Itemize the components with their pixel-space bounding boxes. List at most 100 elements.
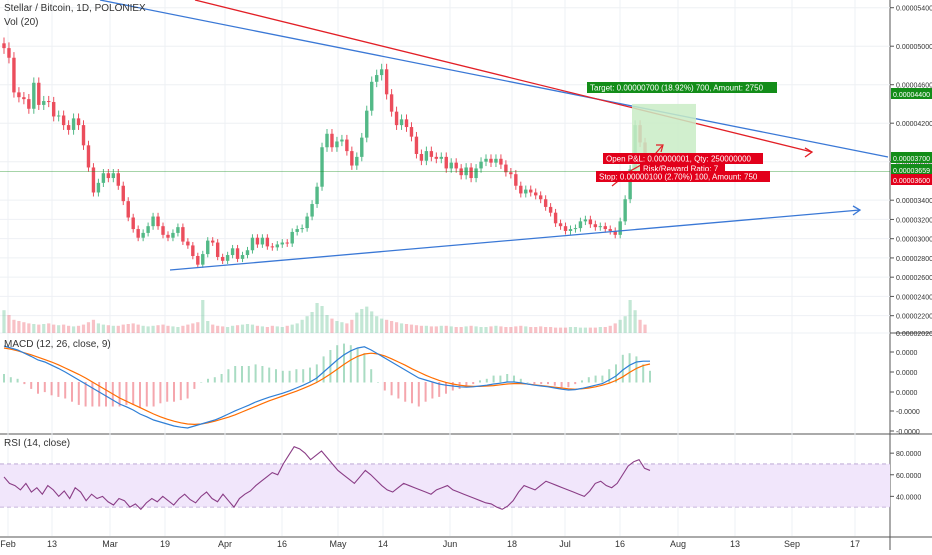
volume-legend: Vol (20) bbox=[4, 17, 38, 28]
volume-bar bbox=[563, 327, 568, 333]
volume-bar bbox=[638, 319, 642, 333]
macd-histogram-bar bbox=[445, 382, 447, 394]
price-tick-label: 0.00002020 bbox=[896, 331, 932, 338]
candle-body bbox=[37, 82, 41, 105]
candle-body bbox=[126, 201, 130, 218]
volume-bar bbox=[593, 327, 597, 333]
candle-body bbox=[7, 48, 11, 58]
macd-histogram-bar bbox=[390, 382, 393, 396]
volume-bar bbox=[32, 324, 36, 333]
macd-histogram-bar bbox=[642, 364, 645, 383]
volume-bar bbox=[499, 326, 503, 333]
volume-bar bbox=[588, 327, 592, 333]
candle-body bbox=[265, 237, 270, 247]
candle-body bbox=[350, 151, 354, 166]
candle-body bbox=[548, 206, 553, 213]
volume-bar bbox=[365, 306, 369, 333]
volume-bar bbox=[534, 327, 538, 333]
candle-body bbox=[81, 125, 86, 146]
candle-body bbox=[305, 216, 309, 229]
macd-histogram-bar bbox=[71, 382, 73, 402]
macd-histogram-bar bbox=[275, 369, 277, 383]
volume-bar bbox=[216, 325, 220, 333]
macd-histogram-bar bbox=[621, 354, 624, 383]
volume-bar bbox=[524, 326, 528, 333]
macd-legend-text: MACD (12, 26, close, 9) bbox=[4, 339, 111, 350]
macd-histogram-bar bbox=[322, 356, 325, 383]
volume-bar bbox=[598, 327, 602, 333]
candle-body bbox=[181, 227, 185, 242]
macd-histogram-bar bbox=[84, 382, 87, 407]
candle-body bbox=[628, 169, 632, 200]
volume-bar bbox=[449, 326, 453, 333]
time-tick-label: Feb bbox=[0, 539, 16, 549]
volume-bar bbox=[280, 327, 284, 333]
candle-body bbox=[136, 229, 140, 238]
macd-histogram-bar bbox=[431, 382, 434, 399]
volume-legend-text: Vol (20) bbox=[4, 17, 39, 28]
volume-bar bbox=[201, 300, 205, 333]
candle-body bbox=[260, 237, 265, 245]
candle-body bbox=[499, 158, 503, 165]
macd-histogram-bar bbox=[247, 366, 250, 383]
macd-histogram-bar bbox=[50, 382, 53, 396]
volume-bar bbox=[285, 325, 289, 333]
volume-bar bbox=[479, 327, 483, 333]
candle-body bbox=[608, 229, 612, 231]
candle-body bbox=[583, 219, 588, 222]
candle-body bbox=[424, 151, 429, 161]
macd-histogram-bar bbox=[254, 364, 257, 383]
volume-bar bbox=[320, 306, 324, 333]
volume-bar bbox=[62, 324, 66, 333]
candle-body bbox=[419, 153, 424, 161]
candle-body bbox=[370, 81, 374, 111]
candle-body bbox=[245, 250, 250, 256]
volume-bar bbox=[226, 327, 230, 333]
volume-bar bbox=[474, 326, 478, 333]
volume-bar bbox=[544, 327, 548, 333]
candle-body bbox=[374, 75, 379, 82]
volume-bar bbox=[141, 325, 145, 333]
candle-body bbox=[191, 245, 195, 257]
rsi-line bbox=[3, 446, 651, 511]
macd-histogram-bar bbox=[152, 382, 155, 407]
macd-histogram-bar bbox=[411, 382, 413, 404]
volume-bar bbox=[459, 327, 463, 333]
price-tag-label: 0.00003659 bbox=[893, 168, 930, 175]
candle-body bbox=[96, 182, 101, 193]
macd-histogram-bar bbox=[526, 382, 529, 383]
volume-bar bbox=[325, 315, 329, 333]
macd-tick-label: 0.0000 bbox=[896, 350, 918, 357]
rsi-legend: RSI (14, close) bbox=[4, 438, 70, 449]
macd-histogram-bar bbox=[132, 382, 135, 405]
candle-body bbox=[161, 226, 165, 235]
candle-body bbox=[524, 189, 528, 194]
macd-histogram-bar bbox=[173, 382, 175, 402]
candle-body bbox=[355, 156, 359, 166]
volume-bar bbox=[464, 326, 468, 333]
candle-body bbox=[568, 229, 573, 231]
macd-histogram-bar bbox=[547, 382, 549, 385]
macd-histogram-bar bbox=[417, 382, 420, 407]
volume-bar bbox=[106, 325, 110, 333]
candle-body bbox=[51, 102, 56, 117]
candle-body bbox=[61, 115, 66, 126]
macd-histogram-bar bbox=[397, 382, 400, 399]
candle-body bbox=[196, 256, 200, 265]
volume-bar bbox=[126, 324, 130, 333]
candle-body bbox=[335, 141, 339, 148]
macd-histogram-bar bbox=[560, 382, 563, 388]
trendline-upper-resistance bbox=[99, 0, 889, 158]
macd-histogram-bar bbox=[343, 343, 345, 383]
candle-body bbox=[211, 240, 215, 243]
volume-bar bbox=[404, 324, 409, 333]
volume-bar bbox=[111, 325, 115, 333]
candle-body bbox=[509, 172, 513, 175]
macd-histogram-bar bbox=[207, 378, 209, 383]
volume-bar bbox=[489, 326, 493, 333]
macd-histogram-bar bbox=[288, 370, 291, 383]
price-tick-label: 0.00003200 bbox=[896, 217, 932, 224]
macd-histogram-bar bbox=[64, 382, 67, 399]
macd-histogram-bar bbox=[492, 375, 495, 383]
